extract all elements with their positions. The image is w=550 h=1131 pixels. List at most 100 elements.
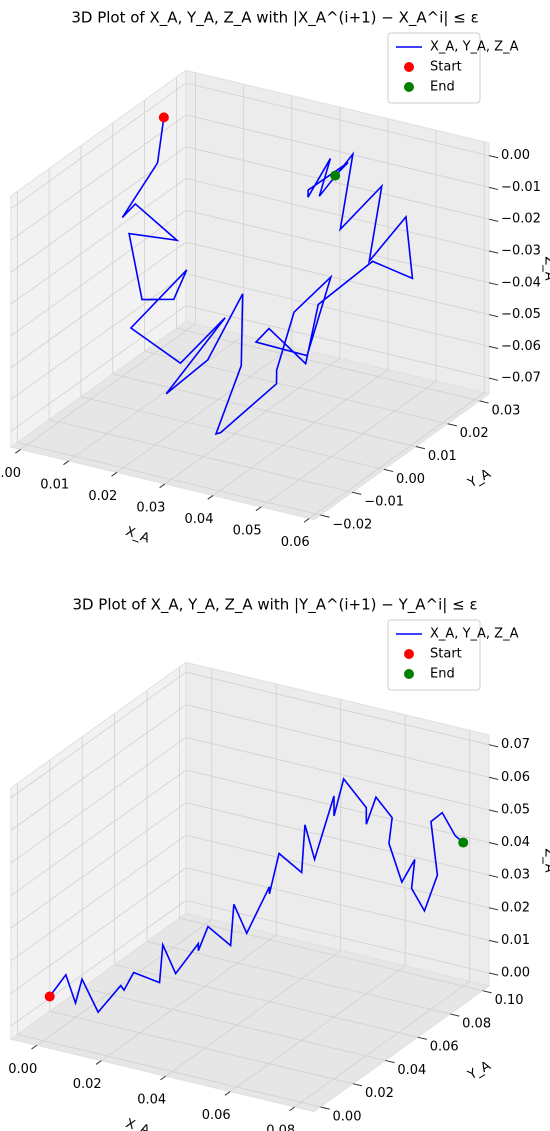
chart: 3D Plot of X_A, Y_A, Z_A with |X_A^(i+1)… xyxy=(0,9,550,550)
grid-line xyxy=(165,950,341,1077)
tick-mark xyxy=(488,186,499,191)
grid-line xyxy=(17,1034,321,1108)
x-axis-label: X_A xyxy=(124,524,152,546)
x-tick-label: 0.00 xyxy=(0,466,21,481)
grid-line xyxy=(10,178,187,305)
tick-mark xyxy=(488,314,499,318)
grid-line xyxy=(185,900,490,974)
point-marker xyxy=(458,837,469,848)
grid-line xyxy=(164,358,341,485)
tick-mark xyxy=(352,1083,363,1087)
grid-line xyxy=(185,671,490,746)
grid-line xyxy=(10,241,187,368)
y-tick-label: 0.02 xyxy=(460,426,489,441)
grid-line xyxy=(114,964,418,1038)
tick-mark xyxy=(488,744,499,748)
y-tick-label: 0.03 xyxy=(492,403,521,418)
x-tick-label: 0.02 xyxy=(73,1077,102,1092)
z-tick-label: −0.04 xyxy=(501,275,541,290)
grid-line xyxy=(212,369,389,496)
grid-line xyxy=(112,373,416,447)
tick-mark xyxy=(289,1106,295,1112)
y-tick-label: 0.02 xyxy=(365,1086,394,1101)
tick-mark xyxy=(111,472,118,477)
data-line xyxy=(49,777,464,1014)
grid-line xyxy=(10,82,187,210)
grid-line xyxy=(17,442,321,516)
grid-line xyxy=(49,1010,354,1085)
y-tick-label: 0.00 xyxy=(396,472,425,487)
z-tick-label: −0.07 xyxy=(501,371,541,386)
x-axis-label: X_A xyxy=(124,1116,152,1131)
tick-mark xyxy=(447,423,457,427)
tick-mark xyxy=(488,907,499,911)
tick-mark xyxy=(31,1044,38,1050)
tick-mark xyxy=(488,972,499,976)
z-tick-label: 0.04 xyxy=(501,835,530,850)
tick-mark xyxy=(320,514,330,518)
y-axis-label: Y_A xyxy=(465,466,494,491)
grid-line xyxy=(36,919,212,1046)
grid-line xyxy=(185,737,490,811)
tick-mark xyxy=(488,155,499,159)
grid-line xyxy=(10,146,187,273)
grid-line xyxy=(185,867,490,941)
z-axis-label: Z_A xyxy=(542,848,550,872)
tick-mark xyxy=(63,460,69,466)
x-tick-label: 0.01 xyxy=(40,477,69,492)
y-tick-label: 0.08 xyxy=(462,1016,491,1031)
grid-line xyxy=(185,273,490,347)
z-axis-label: Z_A xyxy=(542,256,550,280)
z-tick-label: −0.03 xyxy=(501,243,541,258)
tick-mark xyxy=(450,1013,460,1017)
grid-line xyxy=(185,802,490,876)
tick-mark xyxy=(488,939,499,944)
tick-mark xyxy=(488,250,499,254)
z-tick-label: 0.07 xyxy=(501,737,530,752)
grid-line xyxy=(10,305,187,432)
y-tick-label: 0.04 xyxy=(397,1063,426,1078)
legend-swatch xyxy=(404,82,414,92)
grid-line xyxy=(185,834,490,909)
grid-line xyxy=(10,209,187,337)
grid-line xyxy=(185,305,490,379)
z-tick-label: 0.05 xyxy=(501,802,530,817)
grid-line xyxy=(20,323,196,450)
x-tick-label: 0.08 xyxy=(266,1123,295,1131)
grid-line xyxy=(10,671,187,799)
x-tick-label: 0.04 xyxy=(185,512,214,527)
grid-line xyxy=(185,769,490,843)
grid-line xyxy=(176,327,480,402)
grid-line xyxy=(185,82,490,156)
tick-mark xyxy=(207,495,214,500)
y-tick-label: 0.06 xyxy=(430,1040,459,1055)
z-tick-label: 0.02 xyxy=(501,900,530,915)
tick-mark xyxy=(488,842,499,846)
point-marker xyxy=(158,112,169,123)
tick-mark xyxy=(160,1075,167,1081)
point-marker xyxy=(330,170,341,181)
data-line xyxy=(121,117,414,436)
x-tick-label: 0.00 xyxy=(8,1062,37,1077)
legend-label: Start xyxy=(430,60,462,75)
grid-line xyxy=(80,396,385,470)
tick-mark xyxy=(352,491,362,495)
grid-line xyxy=(10,900,187,1027)
grid-line xyxy=(10,802,187,929)
z-tick-label: −0.05 xyxy=(501,307,541,322)
pane xyxy=(9,912,491,1113)
tick-mark xyxy=(320,1106,330,1110)
legend-swatch xyxy=(404,649,414,659)
tick-mark xyxy=(383,468,394,473)
grid-line xyxy=(294,981,470,1108)
legend-label: End xyxy=(430,667,455,682)
z-tick-label: 0.06 xyxy=(501,770,530,785)
tick-mark xyxy=(488,809,499,813)
y-axis-label: Y_A xyxy=(465,1058,494,1083)
tick-mark xyxy=(488,218,499,222)
tick-mark xyxy=(159,483,166,489)
y-tick-label: −0.01 xyxy=(364,495,404,510)
tick-mark xyxy=(15,449,21,454)
